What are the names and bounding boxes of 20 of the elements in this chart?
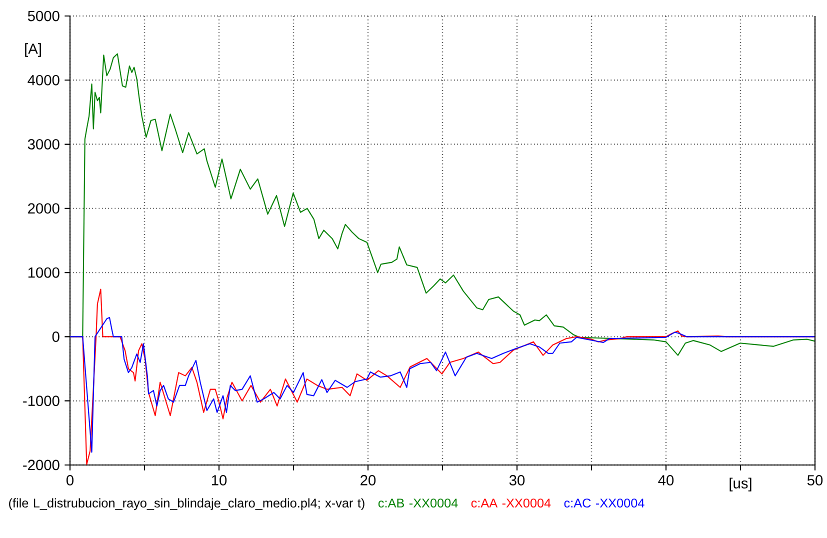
x-tick-label: 0 <box>66 475 74 486</box>
y-tick-label: 1000 <box>28 267 60 278</box>
text: c:AB -XX0004 <box>378 498 458 508</box>
y-tick-label: 3000 <box>28 139 60 150</box>
x-tick-label: 30 <box>509 475 525 486</box>
y-tick-label: 4000 <box>28 74 60 86</box>
y-tick-label: 0 <box>52 332 60 342</box>
y-tick-label: 2000 <box>28 203 60 214</box>
y-axis-title: [A] <box>25 43 41 57</box>
x-tick-label: 40 <box>658 475 674 486</box>
x-axis-title: [us] <box>730 478 752 492</box>
y-tick-label: -2000 <box>23 460 60 470</box>
text: c:AA -XX0004 <box>471 498 551 508</box>
y-tick-label: -1000 <box>23 396 60 406</box>
text: c:AC -XX0004 <box>564 498 644 508</box>
x-tick-label: 10 <box>212 475 227 486</box>
y-tick-label: 5000 <box>28 10 60 22</box>
x-tick-label: 20 <box>360 475 376 486</box>
text: (file L_distrubucion_rayo_sin_blindaje_claro_medio.pl4; x-var t) <box>9 498 364 510</box>
x-tick-label: 50 <box>807 475 823 486</box>
